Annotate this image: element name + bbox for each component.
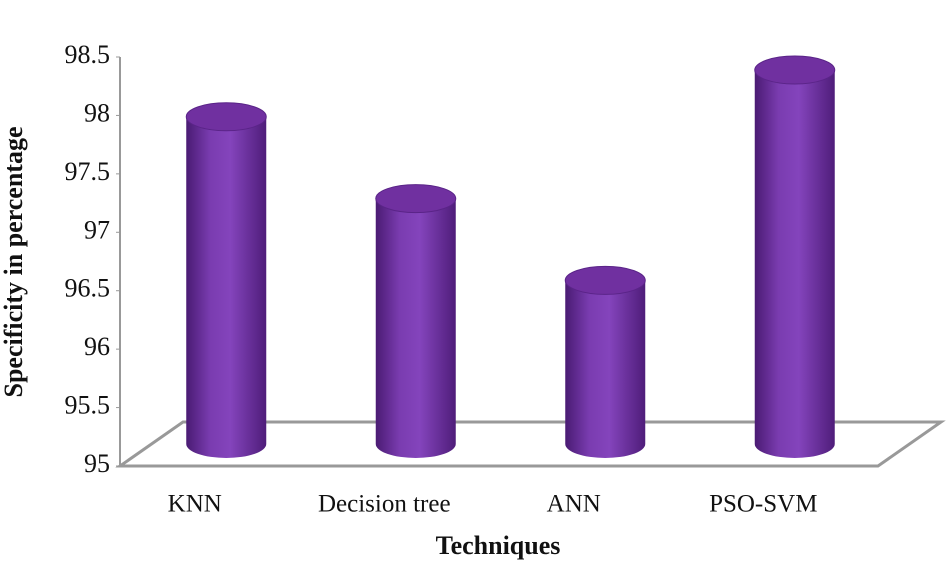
x-tick-label: Decision tree xyxy=(318,491,451,518)
y-tick-label: 97 xyxy=(84,215,110,244)
y-axis-title: Specificity in percentage xyxy=(0,126,28,397)
y-tick-label: 96 xyxy=(84,332,110,361)
floor xyxy=(115,420,946,468)
bar xyxy=(186,116,267,459)
x-tick-label: PSO-SVM xyxy=(709,491,817,518)
bar-top xyxy=(564,265,646,295)
y-tick-label: 96.5 xyxy=(65,274,111,303)
y-tick-label: 95 xyxy=(84,449,110,478)
x-tick-label: KNN xyxy=(168,491,222,518)
bar xyxy=(565,280,646,458)
y-tick-label: 97.5 xyxy=(65,157,111,186)
x-axis-title: Techniques xyxy=(436,531,561,560)
bar-top xyxy=(185,102,267,132)
y-tick-label: 98 xyxy=(84,98,110,127)
bar xyxy=(375,198,456,458)
y-tick-label: 95.5 xyxy=(65,391,111,420)
bar xyxy=(754,70,835,459)
bar-top xyxy=(754,55,836,85)
x-tick-label: ANN xyxy=(547,491,601,518)
y-tick-label: 98.5 xyxy=(65,40,111,69)
bar-top xyxy=(375,184,457,214)
